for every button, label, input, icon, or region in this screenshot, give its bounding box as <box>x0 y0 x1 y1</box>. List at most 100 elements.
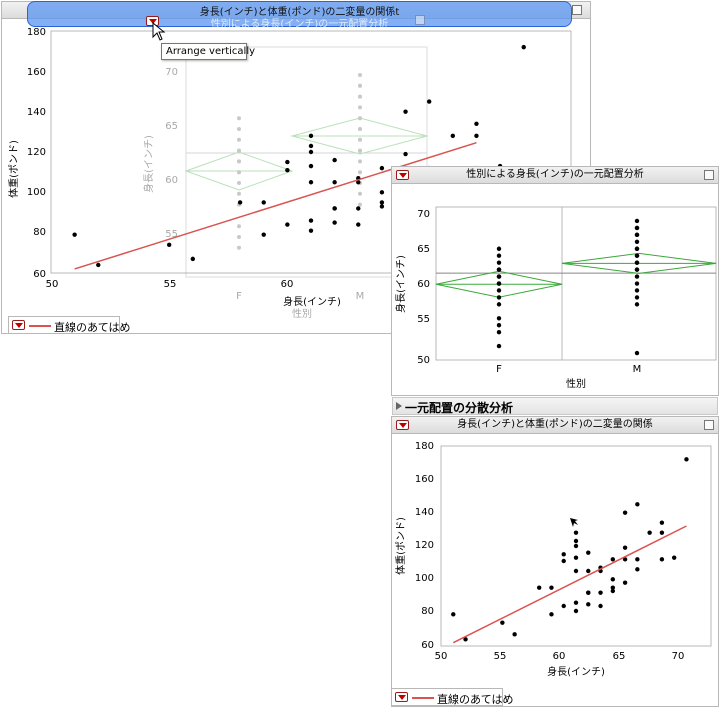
scatter-point <box>500 620 505 625</box>
oneway-point-f <box>496 323 502 328</box>
scatter-point <box>332 220 337 225</box>
scatter-point <box>332 180 337 185</box>
bivariate-y-tick: 120 <box>415 540 434 551</box>
oneway-point-m <box>634 274 640 279</box>
bivariate-y-tick: 60 <box>421 640 434 651</box>
ghost-point-m <box>358 159 362 164</box>
oneway-point-m <box>634 302 640 307</box>
oneway-point-m <box>634 295 640 300</box>
scatter-point <box>573 555 579 560</box>
legend-menu-icon[interactable] <box>12 320 25 330</box>
ghost-point-m <box>358 83 362 88</box>
scatter-point <box>622 580 628 585</box>
scatter-point <box>379 190 385 195</box>
oneway-y-tick: 50 <box>417 355 430 366</box>
tooltip: Arrange vertically <box>161 43 255 60</box>
oneway-point-m <box>634 253 640 258</box>
legend-menu-icon[interactable] <box>395 692 408 702</box>
oneway-point-m <box>634 246 640 251</box>
scatter-point <box>512 632 517 637</box>
bivariate-fit-line <box>452 525 687 644</box>
scatter-point <box>659 557 665 562</box>
scatter-point <box>610 577 616 582</box>
oneway-y-tick: 70 <box>417 209 430 220</box>
oneway-box-icon[interactable] <box>704 170 714 180</box>
scatter-point <box>635 567 640 572</box>
bottom-legend: 直線のあてはめ <box>391 688 514 706</box>
scatter-point <box>622 510 628 515</box>
close-box-icon[interactable] <box>572 5 582 15</box>
oneway-point-f <box>496 316 502 321</box>
top-x-tick: 60 <box>281 279 294 290</box>
scatter-point <box>573 530 579 535</box>
ghost-point-m <box>358 116 362 121</box>
ghost-point-f <box>237 245 241 250</box>
ghost-point-f <box>237 148 241 153</box>
ghost-box-icon <box>415 15 425 25</box>
scatter-point <box>474 133 479 139</box>
oneway-point-m <box>634 218 640 224</box>
scatter-point <box>261 232 266 237</box>
ghost-ylabel: 身長(インチ) <box>142 135 155 193</box>
ghost-point-m <box>358 105 362 110</box>
ghost-point-m <box>358 116 362 121</box>
bivariate-x-tick: 65 <box>613 651 626 662</box>
scatter-point <box>426 99 432 104</box>
scatter-point <box>586 590 591 595</box>
fit-line-swatch <box>412 697 434 699</box>
scatter-point <box>647 530 652 535</box>
scatter-point <box>308 143 314 149</box>
oneway-points <box>496 218 640 356</box>
scatter-point <box>474 121 479 126</box>
scatter-point <box>598 590 603 595</box>
ghost-point-m <box>358 94 362 99</box>
oneway-point-m <box>634 281 640 286</box>
oneway-point-m <box>634 288 640 293</box>
scatter-point <box>356 206 361 211</box>
scatter-point <box>561 603 566 609</box>
ghost-point-m <box>358 202 362 207</box>
scatter-point <box>450 133 456 139</box>
ghost-point-m <box>358 73 362 77</box>
bivariate-x-tick: 60 <box>553 651 566 662</box>
anova-outline[interactable]: 一元配置の分散分析 <box>392 397 718 415</box>
ghost-x-tick: F <box>236 291 242 302</box>
scatter-point <box>610 557 616 562</box>
scatter-point <box>308 133 314 139</box>
scatter-point <box>586 568 591 574</box>
scatter-point <box>549 585 554 590</box>
scatter-point <box>622 557 628 562</box>
scatter-point <box>586 550 591 555</box>
bivariate-menu-icon[interactable] <box>396 420 409 430</box>
scatter-point <box>308 218 314 223</box>
bivariate-y-tick: 100 <box>415 573 434 584</box>
scatter-point <box>166 242 172 247</box>
scatter-point <box>72 232 77 237</box>
ghost-point-m <box>358 127 362 131</box>
legend-label: 直線のあてはめ <box>54 321 131 334</box>
ghost-point-f <box>237 224 241 229</box>
oneway-menu-icon[interactable] <box>396 170 409 180</box>
bivariate-box-icon[interactable] <box>704 420 714 430</box>
bivariate-header[interactable]: 身長(インチ)と体重(ポンド)の二変量の関係 <box>392 417 718 434</box>
bivariate-y-tick: 180 <box>415 441 434 452</box>
scatter-point <box>684 457 689 462</box>
scatter-point <box>261 200 266 205</box>
disclosure-icon[interactable] <box>396 402 402 410</box>
oneway-x-tick: F <box>496 364 502 375</box>
scatter-point <box>521 44 526 50</box>
bivariate-plot: 180 160 140 120 100 80 60 50 55 60 65 70… <box>394 441 712 678</box>
drag-title-bar[interactable]: 身長(インチ)と体重(ポンド)の二変量の関係t 性別による身長(インチ)の一元配… <box>27 1 572 30</box>
scatter-point <box>573 543 579 549</box>
top-x-tick: 55 <box>164 279 177 290</box>
scatter-point <box>403 151 408 157</box>
scatter-point <box>379 200 385 205</box>
scatter-point <box>308 163 314 169</box>
oneway-header[interactable]: 性別による身長(インチ)の一元配置分析 <box>392 167 718 184</box>
scatter-point <box>237 200 243 205</box>
oneway-point-m <box>634 232 640 238</box>
ghost-point-f <box>237 159 241 164</box>
top-y-tick: 160 <box>27 67 46 78</box>
top-y-tick: 180 <box>27 27 46 38</box>
top-legend: 直線のあてはめ <box>8 316 131 334</box>
